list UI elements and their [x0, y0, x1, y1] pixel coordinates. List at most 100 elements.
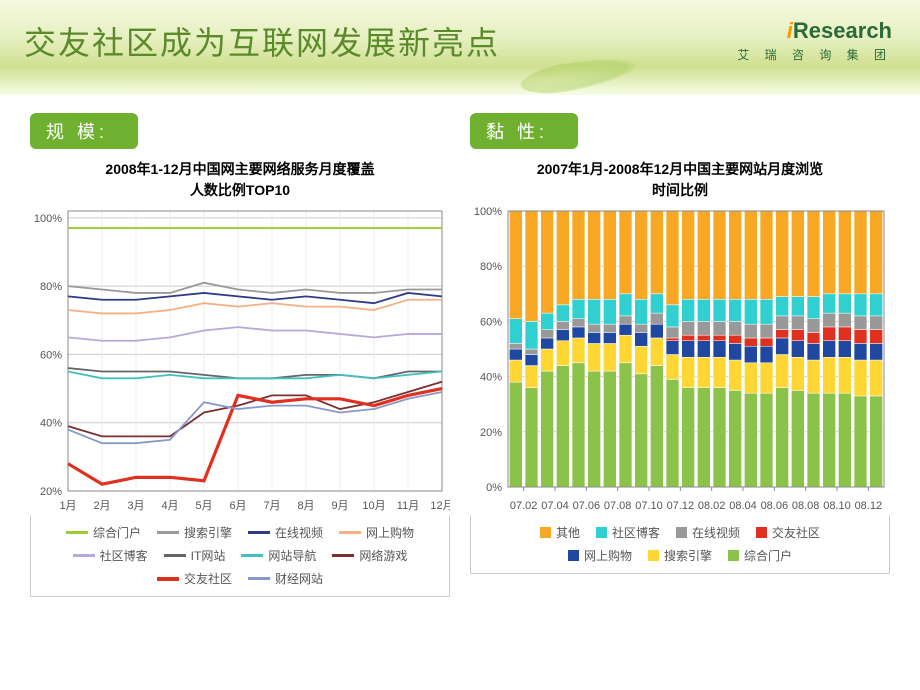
svg-text:0%: 0% [486, 482, 502, 494]
left-legend: 综合门户 搜索引擎 在线视频 网上购物社区博客 IT网站 网站导航 网络游戏交友社区 财经网站 [30, 515, 450, 597]
legend-label: 网上购物 [366, 524, 414, 541]
svg-text:3月: 3月 [127, 500, 144, 512]
left-panel: 规 模: 2008年1-12月中国网主要网络服务月度覆盖 人数比例TOP10 2… [30, 113, 450, 597]
svg-text:100%: 100% [474, 206, 502, 218]
svg-text:08.02: 08.02 [698, 500, 726, 512]
svg-text:07.12: 07.12 [667, 500, 695, 512]
legend-label: 网络游戏 [359, 547, 407, 564]
svg-text:6月: 6月 [229, 500, 246, 512]
legend-label: 财经网站 [275, 570, 323, 587]
legend-item: 社区博客 [596, 524, 660, 541]
svg-text:1月: 1月 [59, 500, 76, 512]
legend-swatch [339, 531, 361, 534]
leaf-decoration [518, 50, 641, 100]
legend-item: 网络游戏 [332, 547, 407, 564]
logo-rest: Research [793, 18, 892, 43]
legend-item: 社区博客 [73, 547, 148, 564]
svg-text:60%: 60% [40, 349, 62, 361]
legend-swatch [73, 554, 95, 557]
header: 交友社区成为互联网发展新亮点 iResearch 艾 瑞 咨 询 集 团 [0, 0, 920, 95]
left-chart: 20%40%60%80%100%1月2月3月4月5月6月7月8月9月10月11月… [30, 205, 450, 515]
legend-item: 网上购物 [568, 547, 632, 564]
svg-text:80%: 80% [40, 281, 62, 293]
svg-text:08.10: 08.10 [823, 500, 851, 512]
legend-swatch [66, 531, 88, 534]
svg-text:07.02: 07.02 [510, 500, 538, 512]
right-title-line1: 2007年1月-2008年12月中国主要网站月度浏览 [537, 161, 823, 177]
legend-swatch [756, 527, 767, 538]
svg-text:08.08: 08.08 [792, 500, 820, 512]
svg-text:4月: 4月 [161, 500, 178, 512]
right-title-line2: 时间比例 [652, 182, 708, 198]
legend-swatch [596, 527, 607, 538]
legend-label: 综合门户 [744, 547, 792, 564]
logo: iResearch 艾 瑞 咨 询 集 团 [737, 18, 892, 63]
svg-text:20%: 20% [40, 486, 62, 498]
bar-chart-svg: 0%20%40%60%80%100%07.0207.0407.0607.0807… [470, 205, 890, 515]
legend-swatch [157, 577, 179, 581]
legend-item: 其他 [540, 524, 580, 541]
svg-text:100%: 100% [34, 213, 62, 225]
legend-label: 交友社区 [184, 570, 232, 587]
legend-swatch [648, 550, 659, 561]
legend-item: 搜索引擎 [157, 524, 232, 541]
svg-text:08.12: 08.12 [855, 500, 883, 512]
svg-text:08.06: 08.06 [761, 500, 789, 512]
legend-label: 交友社区 [772, 524, 820, 541]
svg-text:8月: 8月 [297, 500, 314, 512]
legend-label: 社区博客 [612, 524, 660, 541]
svg-text:07.10: 07.10 [635, 500, 663, 512]
legend-item: 搜索引擎 [648, 547, 712, 564]
legend-item: IT网站 [164, 547, 226, 564]
legend-item: 网上购物 [339, 524, 414, 541]
svg-text:40%: 40% [40, 418, 62, 430]
legend-swatch [157, 531, 179, 534]
svg-text:07.06: 07.06 [573, 500, 601, 512]
legend-swatch [540, 527, 551, 538]
legend-label: 网上购物 [584, 547, 632, 564]
left-chart-title: 2008年1-12月中国网主要网络服务月度覆盖 人数比例TOP10 [30, 159, 450, 201]
svg-text:07.08: 07.08 [604, 500, 632, 512]
svg-text:7月: 7月 [263, 500, 280, 512]
content: 规 模: 2008年1-12月中国网主要网络服务月度覆盖 人数比例TOP10 2… [0, 95, 920, 607]
legend-swatch [241, 554, 263, 557]
svg-text:20%: 20% [480, 427, 502, 439]
svg-text:11月: 11月 [397, 500, 419, 512]
legend-swatch [248, 531, 270, 534]
right-pill: 黏 性: [470, 113, 578, 149]
legend-swatch [728, 550, 739, 561]
legend-label: 网站导航 [268, 547, 316, 564]
svg-text:08.04: 08.04 [729, 500, 757, 512]
svg-text:2月: 2月 [93, 500, 110, 512]
left-title-line1: 2008年1-12月中国网主要网络服务月度覆盖 [105, 161, 374, 177]
svg-text:40%: 40% [480, 372, 502, 384]
legend-item: 财经网站 [248, 570, 323, 587]
legend-item: 交友社区 [157, 570, 232, 587]
legend-label: 在线视频 [692, 524, 740, 541]
logo-subtitle: 艾 瑞 咨 询 集 团 [737, 46, 892, 63]
legend-label: 搜索引擎 [184, 524, 232, 541]
svg-text:60%: 60% [480, 316, 502, 328]
legend-swatch [164, 554, 186, 557]
logo-text: iResearch [737, 18, 892, 44]
right-chart-title: 2007年1月-2008年12月中国主要网站月度浏览 时间比例 [470, 159, 890, 201]
legend-swatch [568, 550, 579, 561]
legend-item: 在线视频 [248, 524, 323, 541]
svg-text:9月: 9月 [331, 500, 348, 512]
legend-label: IT网站 [191, 547, 226, 564]
svg-text:07.04: 07.04 [541, 500, 569, 512]
left-pill: 规 模: [30, 113, 138, 149]
legend-label: 在线视频 [275, 524, 323, 541]
legend-item: 在线视频 [676, 524, 740, 541]
legend-label: 搜索引擎 [664, 547, 712, 564]
page-title: 交友社区成为互联网发展新亮点 [24, 18, 500, 64]
right-chart: 0%20%40%60%80%100%07.0207.0407.0607.0807… [470, 205, 890, 515]
left-title-line2: 人数比例TOP10 [190, 182, 290, 198]
svg-text:12月: 12月 [430, 500, 450, 512]
legend-swatch [676, 527, 687, 538]
legend-item: 综合门户 [728, 547, 792, 564]
legend-label: 综合门户 [93, 524, 141, 541]
right-legend: 其他 社区博客 在线视频 交友社区网上购物 搜索引擎 综合门户 [470, 515, 890, 574]
svg-text:5月: 5月 [195, 500, 212, 512]
line-chart-svg: 20%40%60%80%100%1月2月3月4月5月6月7月8月9月10月11月… [30, 205, 450, 515]
